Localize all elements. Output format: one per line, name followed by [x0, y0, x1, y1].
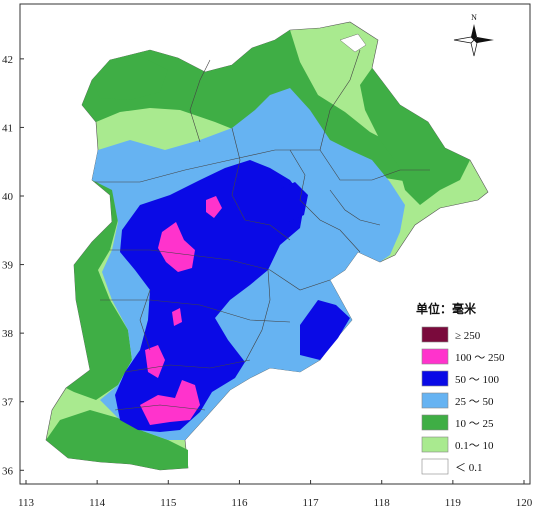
region-magenta-3: [145, 345, 165, 378]
region-green-west: [66, 180, 132, 400]
y-tick-label: 40: [2, 191, 14, 203]
legend-label: 100 ～ 250: [455, 352, 505, 364]
legend-label: ＜ 0.1: [455, 462, 483, 474]
y-tick-label: 39: [2, 260, 14, 272]
region-blue-northeast: [278, 182, 308, 222]
legend-swatch: [421, 370, 449, 387]
admin-boundaries: [95, 49, 430, 411]
y-tick-label: 36: [2, 465, 14, 477]
legend-label: 10 ～ 25: [455, 418, 494, 430]
legend-label: 50 ～ 100: [455, 374, 499, 386]
region-white-enclave: [339, 33, 367, 53]
x-tick-label: 115: [160, 497, 177, 509]
legend: 单位：毫米 ≥ 250 100 ～ 250 50 ～ 100 25 ～ 50 10 ～ …: [416, 301, 505, 475]
region-green-east: [360, 68, 470, 205]
legend-swatch: [421, 436, 449, 453]
legend-swatch: [421, 458, 449, 475]
north-label: N: [471, 13, 477, 22]
legend-swatch: [421, 326, 449, 343]
region-magenta-5: [172, 308, 182, 326]
legend-label: 0.1～ 10: [455, 440, 494, 452]
legend-swatch: [421, 348, 449, 365]
y-axis: 36 37 38 39 40 41 42: [2, 4, 24, 484]
legend-title: 单位：毫米: [416, 301, 477, 316]
y-tick-label: 42: [2, 54, 13, 66]
x-tick-label: 114: [89, 497, 106, 509]
x-axis: 113 114 115 116 117 118 119 120: [18, 480, 533, 509]
legend-label: ≥ 250: [455, 330, 481, 342]
region-green-north: [82, 30, 430, 182]
legend-swatch: [421, 392, 449, 409]
y-tick-label: 37: [2, 397, 14, 409]
north-arrow-icon: N: [453, 13, 494, 57]
region-magenta-1: [158, 222, 195, 272]
region-green-northwest: [92, 56, 168, 100]
region-green-south: [46, 410, 188, 470]
region-blue-east: [300, 300, 350, 360]
x-tick-label: 117: [303, 497, 320, 509]
legend-swatch: [421, 414, 449, 431]
x-tick-label: 116: [231, 497, 248, 509]
region-magenta-2: [206, 196, 222, 218]
x-tick-label: 113: [18, 497, 35, 509]
x-tick-label: 120: [516, 497, 533, 509]
y-tick-label: 38: [2, 328, 14, 340]
region-magenta-4: [140, 380, 200, 425]
legend-label: 25 ～ 50: [455, 396, 494, 408]
x-tick-label: 119: [445, 497, 462, 509]
x-tick-label: 118: [374, 497, 391, 509]
y-tick-label: 41: [2, 122, 13, 134]
